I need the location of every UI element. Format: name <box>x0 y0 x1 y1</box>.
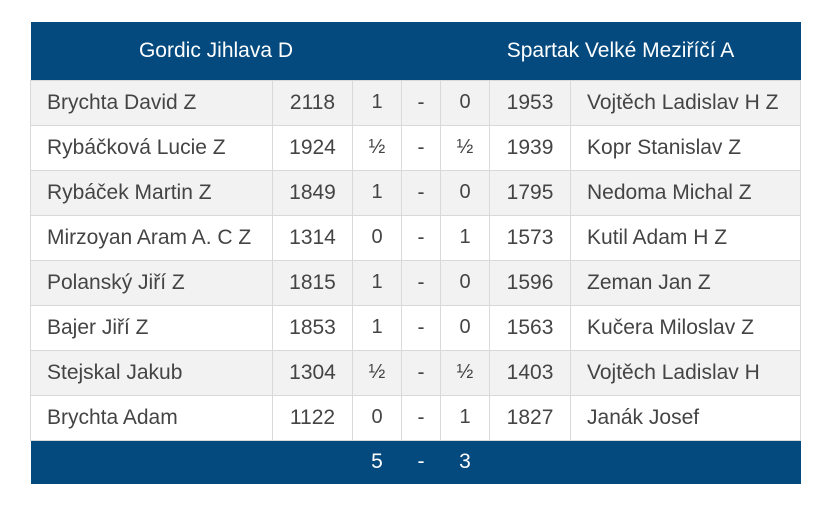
match-results: Gordic Jihlava D Spartak Velké Meziříčí … <box>30 22 802 484</box>
away-result: ½ <box>440 349 491 396</box>
home-player-name: Rybáčková Lucie Z <box>30 124 273 171</box>
away-player-rating: 1563 <box>489 304 572 351</box>
home-player-rating: 1815 <box>272 259 353 306</box>
home-player-rating: 2118 <box>272 79 353 126</box>
result-separator: - <box>401 259 442 306</box>
table-row: Stejskal Jakub 1304 ½ - ½ 1403 Vojtěch Ladisla… <box>30 349 802 396</box>
away-player-name: Kutil Adam H Z <box>570 214 802 261</box>
table-row: Mirzoyan Aram A. C Z 1314 0-1 1573 Kutil Ada… <box>30 214 802 261</box>
table-row: Brychta Adam 1122 0-1 1827 Janák Josef <box>30 394 802 441</box>
home-result: 1 <box>351 169 403 216</box>
home-result: 1 <box>351 304 403 351</box>
table-row: Polanský Jiří Z 1815 1-0 1596 Zeman Jan Z <box>30 259 802 306</box>
table-row: Brychta David Z 2118 1-0 1953 Vojtěch Ladisl… <box>30 79 802 126</box>
home-player-name: Rybáček Martin Z <box>30 169 273 216</box>
footer-spacer-right <box>490 440 801 484</box>
home-result: 1 <box>351 259 403 306</box>
home-result: 0 <box>351 394 403 441</box>
result-separator: - <box>401 79 442 126</box>
total-away-score: 3 <box>459 450 471 474</box>
away-player-name: Vojtěch Ladislav H Z <box>570 79 802 126</box>
result-separator: - <box>401 169 442 216</box>
home-player-rating: 1314 <box>272 214 353 261</box>
home-player-name: Bajer Jiří Z <box>30 304 273 351</box>
home-player-name: Stejskal Jakub <box>30 349 273 396</box>
away-player-rating: 1827 <box>489 394 572 441</box>
away-result: 0 <box>440 79 491 126</box>
away-team-name: Spartak Velké Meziříčí A <box>506 38 735 62</box>
away-player-name: Kučera Miloslav Z <box>570 304 802 351</box>
away-result: ½ <box>440 124 491 171</box>
home-player-name: Brychta Adam <box>30 394 273 441</box>
total-home-score: 5 <box>371 450 383 474</box>
total-score-row: 5 - 3 <box>30 440 801 484</box>
away-result: 0 <box>440 259 491 306</box>
away-player-rating: 1795 <box>489 169 572 216</box>
home-result: ½ <box>351 349 403 396</box>
home-result: ½ <box>351 124 403 171</box>
header-spacer <box>402 22 441 80</box>
away-player-name: Janák Josef <box>570 394 802 441</box>
footer-spacer-left <box>31 440 353 484</box>
home-result: 0 <box>351 214 403 261</box>
table-row: Rybáček Martin Z 1849 1-0 1795 Nedoma Michal… <box>30 169 802 216</box>
away-result: 0 <box>440 169 491 216</box>
away-player-rating: 1596 <box>489 259 572 306</box>
total-separator: - <box>417 450 425 474</box>
away-player-rating: 1573 <box>489 214 572 261</box>
result-separator: - <box>401 214 442 261</box>
home-player-rating: 1849 <box>272 169 353 216</box>
team-header-row: Gordic Jihlava D Spartak Velké Meziříčí … <box>30 22 801 80</box>
home-player-rating: 1304 <box>272 349 353 396</box>
match-table: Gordic Jihlava D Spartak Velké Meziříčí … <box>30 22 802 484</box>
away-player-name: Kopr Stanislav Z <box>570 124 802 171</box>
home-player-rating: 1122 <box>272 394 353 441</box>
away-player-rating: 1403 <box>489 349 572 396</box>
result-separator: - <box>401 124 442 171</box>
home-team-name: Gordic Jihlava D <box>138 38 294 62</box>
away-player-name: Nedoma Michal Z <box>570 169 802 216</box>
result-separator: - <box>401 349 442 396</box>
away-player-rating: 1939 <box>489 124 572 171</box>
table-row: Rybáčková Lucie Z 1924 ½ - ½ 1939 Kopr Stanisl… <box>30 124 802 171</box>
board-rows: Brychta David Z 2118 1-0 1953 Vojtěch Ladisl… <box>30 79 802 441</box>
away-result: 0 <box>440 304 491 351</box>
home-player-name: Brychta David Z <box>30 79 273 126</box>
home-player-name: Polanský Jiří Z <box>30 259 273 306</box>
table-row: Bajer Jiří Z 1853 1-0 1563 Kučera Miloslav Z <box>30 304 802 351</box>
away-result: 1 <box>440 214 491 261</box>
away-player-rating: 1953 <box>489 79 572 126</box>
away-result: 1 <box>440 394 491 441</box>
home-result: 1 <box>351 79 403 126</box>
home-player-name: Mirzoyan Aram A. C Z <box>30 214 273 261</box>
home-player-rating: 1924 <box>272 124 353 171</box>
away-player-name: Vojtěch Ladislav H <box>570 349 802 396</box>
result-separator: - <box>401 304 442 351</box>
result-separator: - <box>401 394 442 441</box>
home-player-rating: 1853 <box>272 304 353 351</box>
away-player-name: Zeman Jan Z <box>570 259 802 306</box>
